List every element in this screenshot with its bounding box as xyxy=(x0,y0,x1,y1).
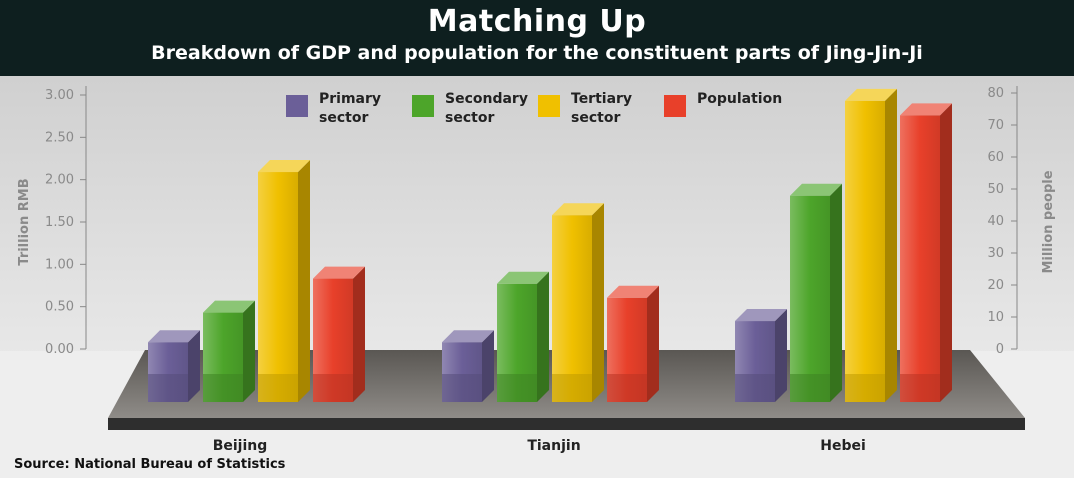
legend-item-population: Population xyxy=(664,91,782,117)
bar-top-face xyxy=(845,88,897,101)
bar-population-tianjin xyxy=(607,285,659,402)
legend-label: sector xyxy=(445,110,494,126)
bar-primary-sector-beijing xyxy=(148,330,200,402)
bar-tertiary-sector-hebei xyxy=(845,88,897,402)
bar-front-face xyxy=(258,172,298,402)
bar-top-face xyxy=(148,330,200,343)
bar-side-face xyxy=(298,160,310,402)
right-axis-tick-label: 80 xyxy=(987,86,1004,101)
right-axis-tick-label: 60 xyxy=(987,150,1004,165)
category-label-hebei: Hebei xyxy=(820,438,866,454)
right-axis-title: Million people xyxy=(1041,170,1056,273)
bar-top-face xyxy=(900,103,952,116)
right-axis-tick-label: 50 xyxy=(987,182,1004,197)
bar-tertiary-sector-beijing xyxy=(258,160,310,402)
bar-top-face xyxy=(313,266,365,279)
bar-top-face xyxy=(735,309,787,322)
left-axis-tick-label: 3.00 xyxy=(45,88,74,103)
bar-reflection xyxy=(442,374,482,402)
bar-side-face xyxy=(243,300,255,402)
bar-side-face xyxy=(353,266,365,402)
bar-secondary-sector-tianjin xyxy=(497,271,549,402)
bar-reflection xyxy=(845,374,885,402)
bar-population-beijing xyxy=(313,266,365,402)
category-label-beijing: Beijing xyxy=(213,438,268,454)
bar-side-face xyxy=(647,285,659,402)
left-axis-tick-label: 2.00 xyxy=(45,173,74,188)
chart-title: Matching Up xyxy=(427,4,647,39)
bar-front-face xyxy=(845,100,885,402)
bar-side-face xyxy=(885,88,897,402)
bar-primary-sector-hebei xyxy=(735,309,787,402)
legend-item-tertiary-sector: Tertiary sector xyxy=(538,91,632,126)
header-banner: Matching Up Breakdown of GDP and populat… xyxy=(0,0,1074,76)
bar-secondary-sector-beijing xyxy=(203,300,255,402)
bar-top-face xyxy=(442,330,494,343)
bar-reflection xyxy=(313,374,353,402)
bar-top-face xyxy=(552,203,604,216)
legend-label: Secondary xyxy=(445,91,528,107)
bar-front-face xyxy=(790,195,830,402)
legend-label: Tertiary xyxy=(571,91,632,107)
platform-front xyxy=(108,418,1025,430)
bar-front-face xyxy=(900,115,940,403)
left-axis-title: Trillion RMB xyxy=(17,178,32,265)
bar-reflection xyxy=(203,374,243,402)
bar-secondary-sector-hebei xyxy=(790,183,842,402)
legend-swatch xyxy=(412,95,434,117)
bar-side-face xyxy=(482,330,494,402)
legend-label: sector xyxy=(571,110,620,126)
legend-label: sector xyxy=(319,110,368,126)
bar-reflection xyxy=(497,374,537,402)
left-axis-tick-label: 1.50 xyxy=(45,215,74,230)
bar-reflection xyxy=(258,374,298,402)
right-axis-tick-label: 30 xyxy=(987,246,1004,261)
chart-area: 0.00 0.50 1.00 1.50 2.00 2.50 3.00 Trillion RMB… xyxy=(0,76,1074,478)
bar-top-face xyxy=(258,160,310,173)
bar-side-face xyxy=(830,183,842,402)
bar-side-face xyxy=(940,103,952,403)
legend-label: Population xyxy=(697,91,782,107)
bar-side-face xyxy=(537,271,549,402)
bar-reflection xyxy=(607,374,647,402)
left-axis-tick-label: 0.00 xyxy=(45,342,74,357)
bar-top-face xyxy=(790,183,842,196)
bar-reflection xyxy=(148,374,188,402)
bar-side-face xyxy=(188,330,200,402)
legend-swatch xyxy=(538,95,560,117)
right-axis-tick-label: 40 xyxy=(987,214,1004,229)
bar-reflection xyxy=(552,374,592,402)
legend-swatch xyxy=(664,95,686,117)
left-axis-tick-label: 0.50 xyxy=(45,300,74,315)
bar-population-hebei xyxy=(900,103,952,403)
left-axis-tick-label: 2.50 xyxy=(45,130,74,145)
legend-item-primary-sector: Primary sector xyxy=(286,91,381,126)
bar-reflection xyxy=(790,374,830,402)
right-axis-tick-label: 10 xyxy=(987,310,1004,325)
right-axis-tick-label: 0 xyxy=(996,342,1004,357)
legend-label: Primary xyxy=(319,91,381,107)
chart-subtitle: Breakdown of GDP and population for the … xyxy=(151,42,923,64)
bar-top-face xyxy=(497,271,549,284)
bar-top-face xyxy=(607,285,659,298)
bar-front-face xyxy=(552,215,592,402)
source-note: Source: National Bureau of Statistics xyxy=(14,457,286,472)
bar-side-face xyxy=(592,203,604,402)
right-axis-tick-label: 70 xyxy=(987,118,1004,133)
bar-primary-sector-tianjin xyxy=(442,330,494,402)
legend-swatch xyxy=(286,95,308,117)
bar-tertiary-sector-tianjin xyxy=(552,203,604,402)
bar-top-face xyxy=(203,300,255,313)
left-axis-tick-label: 1.00 xyxy=(45,257,74,272)
bar-side-face xyxy=(775,309,787,402)
right-axis-tick-label: 20 xyxy=(987,278,1004,293)
bar-reflection xyxy=(900,374,940,402)
legend-item-secondary-sector: Secondary sector xyxy=(412,91,528,126)
bar-reflection xyxy=(735,374,775,402)
category-label-tianjin: Tianjin xyxy=(527,438,580,454)
